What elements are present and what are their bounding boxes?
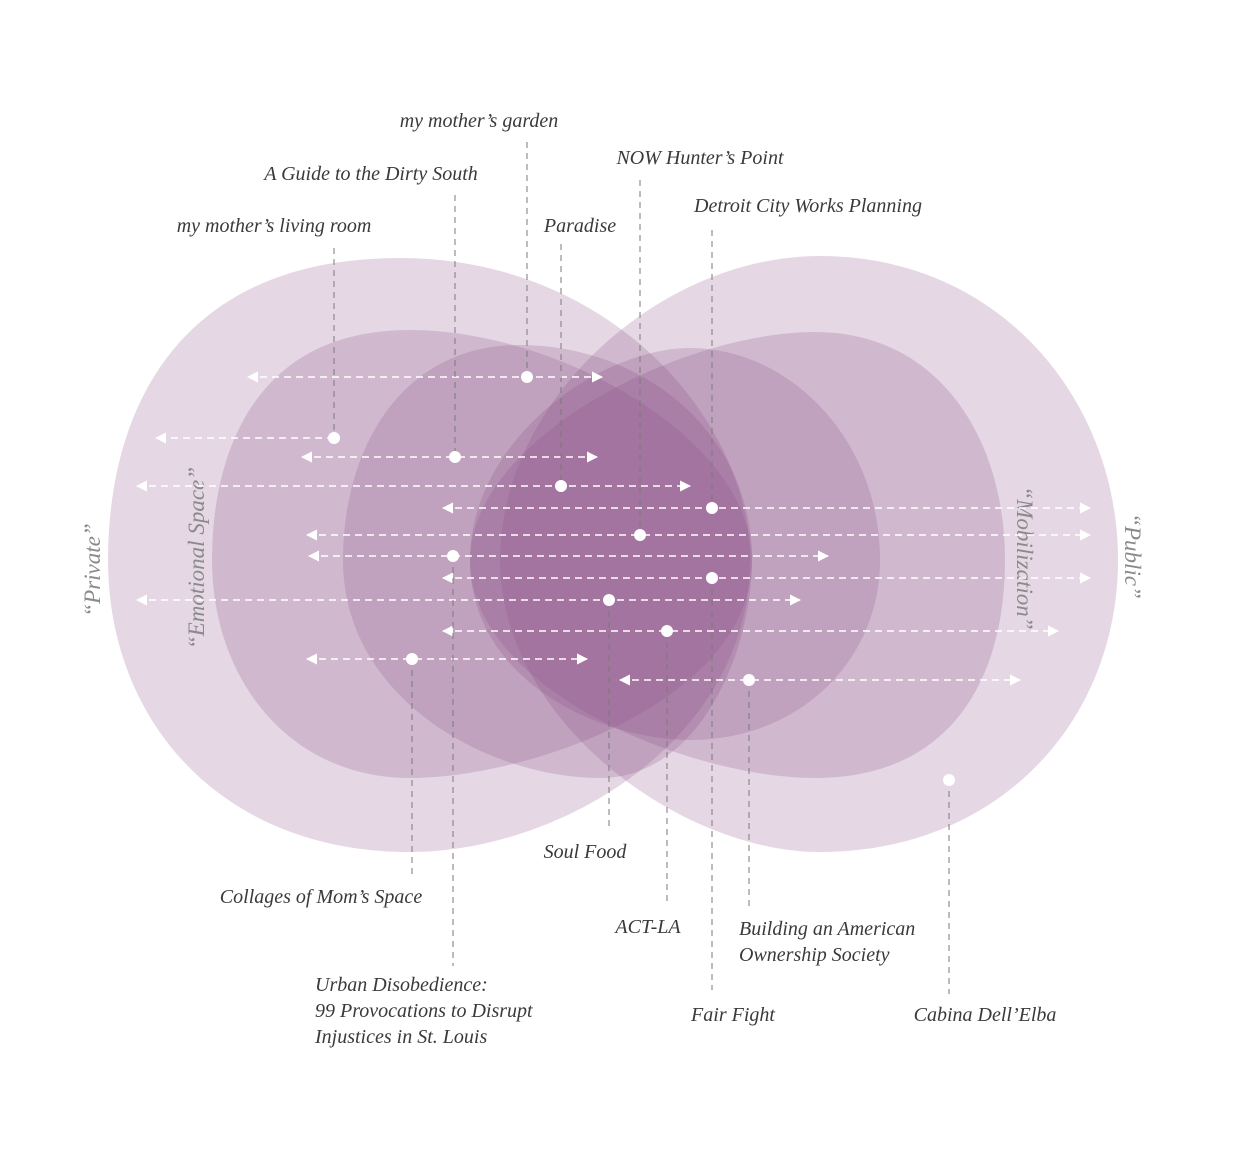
- marker-collages: [406, 653, 418, 665]
- label-soul-food: Soul Food: [544, 841, 628, 863]
- label-cabina: Cabina Dell’Elba: [914, 1004, 1057, 1026]
- project-markers: [328, 371, 955, 786]
- label-urban-disobedience-line2: 99 Provocations to Disrupt: [315, 1000, 533, 1022]
- label-paradise: Paradise: [543, 215, 616, 237]
- blob-layer: [108, 256, 1118, 852]
- marker-act-la: [661, 625, 673, 637]
- label-hunters-point: NOW Hunter’s Point: [615, 147, 783, 169]
- label-ownership-society-line2: Ownership Society: [739, 944, 890, 966]
- label-ownership-society-line1: Building an American: [739, 918, 915, 940]
- label-urban-disobedience-line1: Urban Disobedience:: [315, 974, 488, 996]
- marker-paradise: [555, 480, 567, 492]
- label-urban-disobedience-line3: Injustices in St. Louis: [314, 1026, 487, 1048]
- axis-label-private: “Private”: [80, 523, 105, 616]
- marker-ownership-society: [743, 674, 755, 686]
- label-living-room: my mother’s living room: [177, 215, 372, 237]
- label-mothers-garden: my mother’s garden: [400, 110, 559, 132]
- marker-fair-fight: [706, 572, 718, 584]
- range-lines: [135, 371, 1092, 686]
- label-collages: Collages of Mom’s Space: [220, 886, 423, 908]
- marker-mothers-garden: [521, 371, 533, 383]
- label-dirty-south: A Guide to the Dirty South: [262, 163, 478, 185]
- axis-label-emotional-space: “Emotional Space”: [184, 467, 209, 649]
- label-detroit: Detroit City Works Planning: [693, 195, 922, 217]
- marker-urban-disobedience: [447, 550, 459, 562]
- axis-label-public: “Public”: [1120, 513, 1145, 599]
- project-labels: my mother’s garden A Guide to the Dirty …: [177, 110, 1057, 1048]
- label-fair-fight: Fair Fight: [690, 1004, 775, 1026]
- blob-public-inner: [470, 348, 880, 740]
- marker-living-room: [328, 432, 340, 444]
- label-act-la: ACT-LA: [613, 916, 681, 938]
- marker-cabina: [943, 774, 955, 786]
- leader-lines: [333, 142, 950, 994]
- marker-hunters-point: [634, 529, 646, 541]
- marker-soul-food: [603, 594, 615, 606]
- marker-detroit: [706, 502, 718, 514]
- marker-dirty-south: [449, 451, 461, 463]
